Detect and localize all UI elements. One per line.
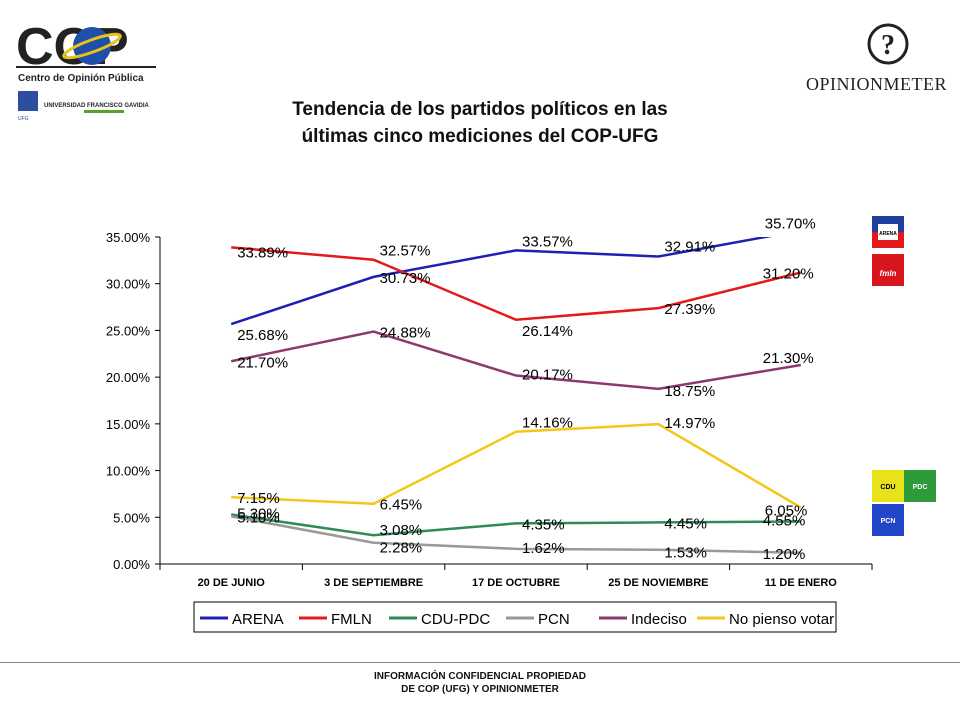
series-line-no-pienso-votar: [231, 422, 802, 509]
chart-title: Tendencia de los partidos políticos en l…: [180, 96, 780, 150]
data-label: 27.39%: [664, 301, 715, 318]
y-tick-label: 5.00%: [113, 510, 150, 525]
x-tick-label: 17 DE OCTUBRE: [472, 577, 560, 589]
data-label: 35.70%: [765, 215, 816, 232]
data-label: 32.91%: [664, 239, 715, 256]
data-label: 1.20%: [763, 546, 806, 563]
data-label: 5.10%: [237, 509, 280, 526]
data-label: 7.15%: [237, 490, 280, 507]
x-tick-label: 3 DE SEPTIEMBRE: [324, 577, 423, 589]
opinionmeter-logo: ? OPINIONMETER: [800, 18, 950, 98]
data-label: 33.89%: [237, 244, 288, 261]
y-tick-label: 20.00%: [106, 370, 151, 385]
legend-label: PCN: [538, 611, 570, 628]
data-label: 6.45%: [380, 497, 423, 514]
y-tick-label: 25.00%: [106, 323, 151, 338]
question-icon: [867, 23, 909, 65]
data-label: 3.08%: [380, 522, 423, 539]
pcn-logo: [872, 504, 904, 536]
legend-label: ARENA: [232, 611, 284, 628]
data-label: 21.70%: [237, 354, 288, 371]
legend-label: No pienso votar: [729, 611, 834, 628]
chart-title-line-1: Tendencia de los partidos políticos en l…: [292, 99, 668, 120]
data-label: 25.68%: [237, 327, 288, 344]
y-tick-label: 35.00%: [106, 230, 151, 245]
data-label: 32.57%: [380, 243, 431, 260]
data-label: 18.75%: [664, 383, 715, 400]
data-label: 31.20%: [763, 266, 814, 283]
pcn-logo-label: PCN: [881, 518, 896, 525]
ufg-shield-icon: [18, 91, 38, 111]
data-label: 6.05%: [765, 502, 808, 519]
opinionmeter-brand: OPINIONMETER: [806, 74, 947, 94]
data-label: 4.35%: [522, 516, 565, 533]
data-label: 4.55%: [763, 512, 806, 529]
legend-label: Indeciso: [631, 611, 687, 628]
fmln-logo: [872, 254, 904, 286]
data-label: 30.73%: [380, 270, 431, 287]
data-label: 21.30%: [763, 350, 814, 367]
x-tick-label: 11 DE ENERO: [765, 577, 838, 589]
x-tick-label: 20 DE JUNIO: [198, 577, 266, 589]
ufg-short: UFG: [18, 116, 29, 122]
y-tick-label: 10.00%: [106, 464, 151, 479]
legend-label: FMLN: [331, 611, 372, 628]
legend-label: CDU-PDC: [421, 611, 490, 628]
data-label: 14.16%: [522, 415, 573, 432]
series-line-pcn: [230, 515, 801, 555]
data-label: 26.14%: [522, 323, 573, 340]
footer-line-1: INFORMACIÓN CONFIDENCIAL PROPIEDAD: [373, 671, 587, 682]
footer-divider: [0, 662, 960, 663]
pdc-logo: [904, 470, 936, 502]
data-label: 2.28%: [380, 540, 423, 557]
university-name: UNIVERSIDAD FRANCISCO GAVIDIA: [44, 103, 150, 109]
cdu-logo-label: CDU: [880, 484, 895, 491]
data-label: 4.45%: [664, 515, 707, 532]
data-label: 5.30%: [237, 505, 280, 522]
data-label: 1.53%: [664, 545, 707, 562]
y-tick-label: 15.00%: [106, 417, 151, 432]
cop-logo: COP Centro de Opinión Pública UNIVERSIDA…: [14, 14, 164, 124]
series-line-arena: [230, 237, 773, 326]
svg-text:?: ?: [881, 30, 895, 61]
footer: INFORMACIÓN CONFIDENCIAL PROPIEDAD DE CO…: [300, 670, 660, 696]
data-label: 24.88%: [380, 325, 431, 342]
series-line-cdu-pdc: [231, 513, 801, 537]
y-tick-label: 30.00%: [106, 277, 151, 292]
arena-logo-center: [878, 224, 898, 240]
footer-line-2: DE COP (UFG) Y OPINIONMETER: [401, 684, 559, 695]
fmln-logo-label: fmln: [880, 269, 897, 278]
x-tick-label: 25 DE NOVIEMBRE: [608, 577, 708, 589]
data-label: 20.17%: [522, 367, 573, 384]
arena-logo-label: ARENA: [879, 231, 897, 237]
cdu-logo: [872, 470, 904, 502]
cop-subtitle: Centro de Opinión Pública: [18, 73, 144, 84]
data-label: 1.62%: [522, 540, 565, 557]
pdc-logo-label: PDC: [913, 484, 928, 491]
chart-title-line-2: últimas cinco mediciones del COP-UFG: [301, 126, 659, 147]
data-label: 33.57%: [522, 233, 573, 250]
y-tick-label: 0.00%: [113, 557, 150, 572]
data-label: 14.97%: [664, 415, 715, 432]
line-chart: 0.00% 5.00% 10.00% 15.00% 20.00% 25.00% 30.00%…: [106, 215, 936, 633]
series-line-indeciso: [230, 330, 802, 391]
series-line-fmln: [231, 246, 802, 322]
